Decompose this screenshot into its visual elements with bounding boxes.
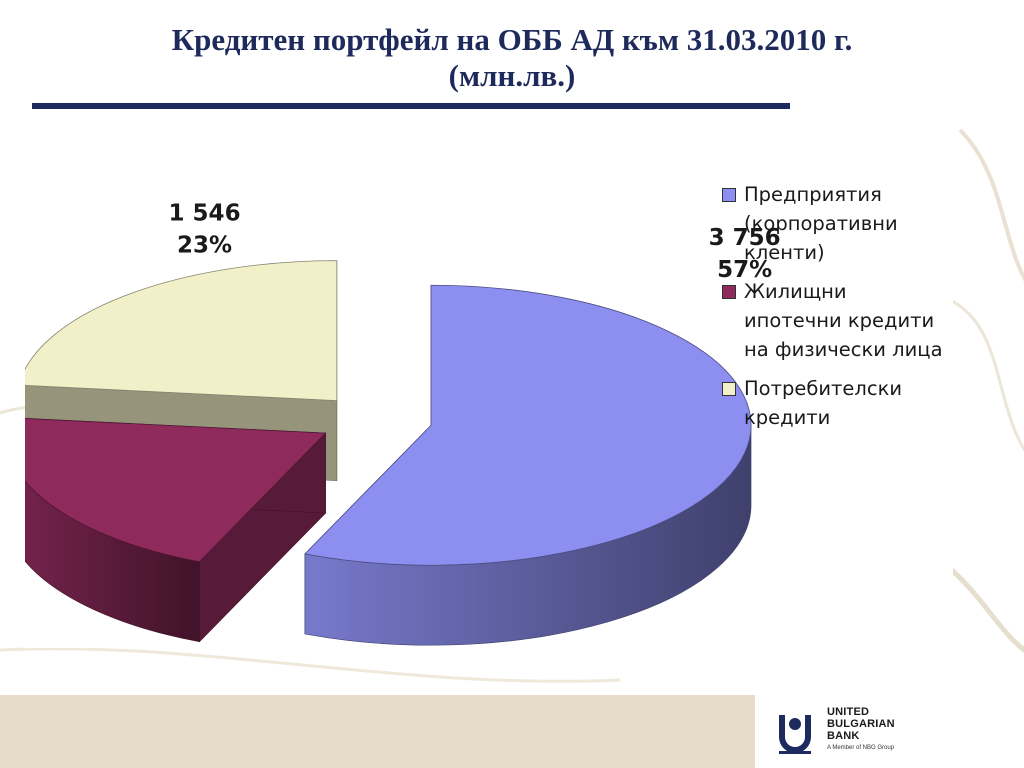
legend-item: Жилищни ипотечни кредити на физически ли…: [720, 277, 950, 364]
legend-swatch: [722, 285, 736, 299]
logo-subtitle: A Member of NBG Group: [827, 745, 895, 751]
title-divider: [32, 103, 790, 109]
legend-label: Предприятия (корпоративни кленти): [744, 183, 898, 264]
slice-percent-label: 57%: [717, 257, 772, 283]
chart-legend: Предприятия (корпоративни кленти) Жилищн…: [720, 180, 950, 442]
legend-item: Потребителски кредити: [720, 374, 950, 432]
pie-slice: [25, 418, 327, 643]
pie-slice-top: [25, 418, 327, 563]
logo-line-2: BULGARIAN: [827, 718, 895, 730]
ubb-logo-icon: [773, 707, 817, 757]
legend-swatch: [722, 382, 736, 396]
title-line-2: (млн.лв.): [448, 58, 576, 93]
legend-label: Потребителски кредити: [744, 377, 903, 429]
slice-value-label: 3 756: [709, 225, 781, 251]
logo-line-1: UNITED: [827, 706, 870, 718]
slice-value-label: 1 546: [169, 201, 241, 227]
legend-label: Жилищни ипотечни кредити на физически ли…: [744, 280, 943, 361]
pie-slice-top: [25, 260, 338, 402]
page-title: Кредитен портфейл на ОББ АД към 31.03.20…: [0, 22, 1024, 94]
logo-wordmark: UNITED BULGARIAN BANK: [827, 706, 895, 742]
pie-slice: [304, 284, 752, 646]
legend-item: Предприятия (корпоративни кленти): [720, 180, 950, 267]
logo-line-3: BANK: [827, 730, 860, 742]
pie-slice-top: [304, 284, 752, 566]
title-line-1: Кредитен портфейл на ОББ АД към 31.03.20…: [171, 22, 853, 57]
slice-percent-label: 23%: [177, 233, 232, 259]
bank-logo: UNITED BULGARIAN BANK A Member of NBG Gr…: [755, 695, 1024, 768]
legend-swatch: [722, 188, 736, 202]
